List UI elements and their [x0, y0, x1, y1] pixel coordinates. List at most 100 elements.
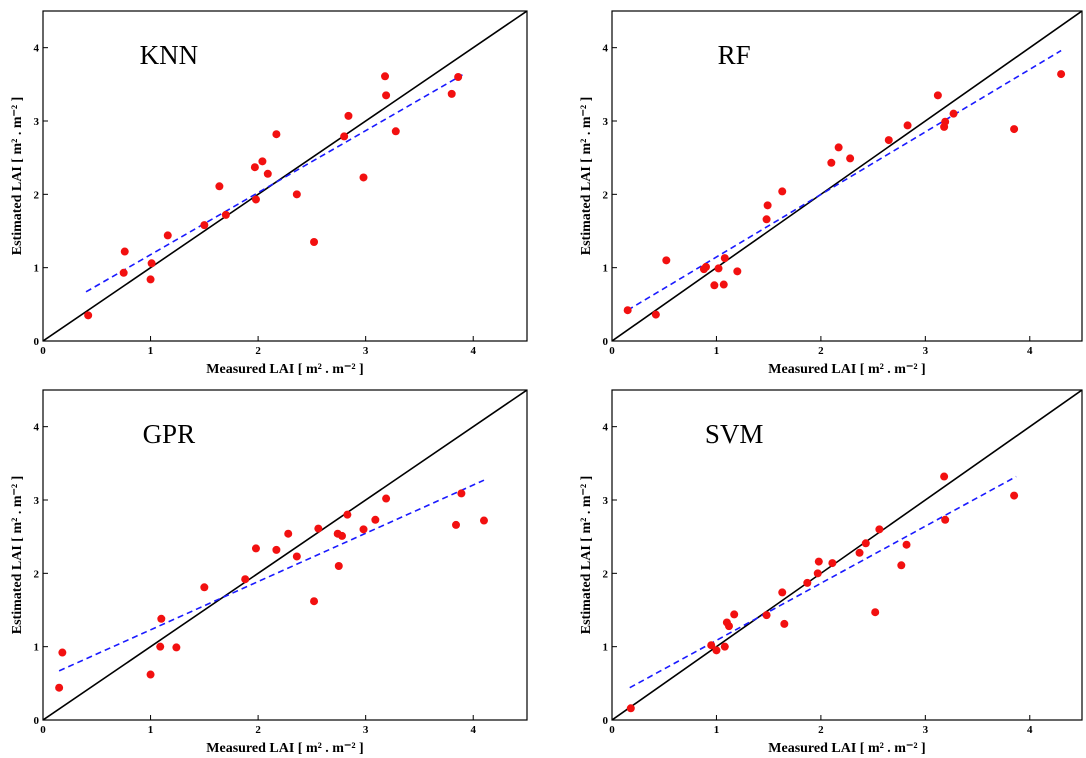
x-tick-label: 4	[1027, 345, 1033, 357]
x-axis-title: Measured LAI [ m² . m⁻² ]	[768, 741, 925, 756]
y-tick-label: 0	[34, 715, 40, 727]
x-axis-title: Measured LAI [ m² . m⁻² ]	[768, 362, 925, 377]
y-tick-label: 3	[34, 116, 40, 128]
identity-line	[612, 390, 1082, 720]
identity-line	[43, 11, 527, 341]
y-tick-label: 4	[603, 43, 609, 55]
data-point	[762, 611, 771, 620]
data-point	[662, 256, 671, 265]
y-axis-title: Estimated LAI [ m² . m⁻² ]	[579, 97, 594, 256]
x-tick-label: 1	[714, 345, 720, 357]
y-tick-label: 4	[603, 422, 609, 434]
data-point	[284, 529, 293, 538]
data-point	[861, 539, 870, 548]
data-point	[359, 525, 368, 534]
data-point	[778, 187, 787, 196]
x-tick-label: 0	[609, 345, 615, 357]
data-point	[730, 610, 739, 619]
x-tick-label: 1	[148, 345, 154, 357]
identity-line	[43, 390, 527, 720]
data-point	[241, 575, 250, 584]
regression-fit-line	[627, 49, 1062, 311]
y-tick-label: 1	[603, 642, 609, 654]
data-point	[454, 73, 463, 81]
y-axis-title: Estimated LAI [ m² . m⁻² ]	[10, 97, 25, 256]
y-tick-label: 1	[603, 263, 609, 275]
data-point	[200, 221, 209, 230]
data-point	[813, 569, 822, 578]
regression-fit-line	[629, 475, 1017, 689]
y-tick-label: 2	[603, 189, 609, 201]
data-point	[163, 231, 172, 240]
x-tick-label: 4	[1027, 724, 1033, 736]
data-point	[903, 121, 912, 130]
data-point	[84, 311, 93, 320]
data-point	[272, 130, 281, 139]
data-point	[221, 210, 230, 219]
chart-panel-knn: 0 1 2 3 4 0 1 2 3 4 KNN Measured LAI [ m² . m⁻² ] Es…	[10, 10, 528, 377]
panel-title: KNN	[140, 40, 199, 70]
identity-line	[612, 11, 1082, 341]
data-point	[215, 182, 224, 191]
data-point	[651, 310, 660, 319]
plot-frame	[611, 389, 1083, 721]
data-point	[814, 557, 823, 566]
data-point	[120, 247, 129, 256]
regression-fit-line	[58, 479, 485, 672]
chart-panel-gpr: 0 1 2 3 4 0 1 2 3 4 GPR Measured LAI [ m² . m⁻² ] Es…	[10, 389, 528, 756]
data-point	[940, 472, 949, 481]
data-point	[338, 531, 347, 540]
y-tick-label: 3	[603, 495, 609, 507]
x-tick-label: 2	[818, 724, 824, 736]
data-point	[626, 704, 635, 713]
data-point	[251, 544, 260, 553]
y-tick-label: 3	[34, 495, 40, 507]
data-point	[157, 614, 166, 623]
data-point	[875, 525, 884, 534]
data-point	[457, 489, 466, 498]
data-point	[712, 646, 721, 655]
data-point	[941, 117, 950, 126]
data-point	[391, 127, 400, 136]
x-tick-label: 3	[363, 345, 369, 357]
x-axis-title: Measured LAI [ m² . m⁻² ]	[206, 741, 363, 756]
data-point	[55, 683, 64, 692]
data-point	[778, 588, 787, 597]
data-point	[371, 515, 380, 524]
data-point	[714, 264, 723, 273]
data-point	[720, 254, 729, 263]
y-tick-label: 2	[34, 568, 40, 580]
y-tick-label: 4	[34, 43, 40, 55]
panel-title: SVM	[705, 419, 764, 449]
y-tick-label: 0	[34, 336, 40, 348]
data-point	[292, 190, 301, 199]
x-tick-label: 1	[148, 724, 154, 736]
x-tick-label: 1	[714, 724, 720, 736]
x-tick-label: 3	[363, 724, 369, 736]
data-point	[763, 201, 772, 210]
y-axis-title: Estimated LAI [ m² . m⁻² ]	[579, 476, 594, 635]
y-axis-title: Estimated LAI [ m² . m⁻² ]	[10, 476, 25, 635]
data-point	[623, 306, 632, 315]
plot-frame	[42, 10, 528, 342]
data-point	[382, 91, 391, 100]
data-point	[334, 562, 343, 570]
data-point	[827, 158, 836, 167]
x-tick-label: 0	[40, 345, 46, 357]
data-point	[146, 670, 155, 679]
x-tick-label: 3	[923, 345, 929, 357]
data-point	[119, 268, 128, 277]
data-point	[702, 262, 710, 271]
data-point	[803, 578, 812, 587]
regression-fit-line	[85, 74, 463, 293]
data-point	[710, 281, 719, 290]
x-tick-label: 0	[40, 724, 46, 736]
data-point	[310, 597, 319, 606]
data-point	[846, 154, 855, 163]
data-point	[949, 109, 958, 118]
data-point	[359, 173, 368, 182]
x-tick-label: 4	[470, 345, 476, 357]
data-point	[146, 275, 155, 284]
data-point	[884, 136, 893, 145]
